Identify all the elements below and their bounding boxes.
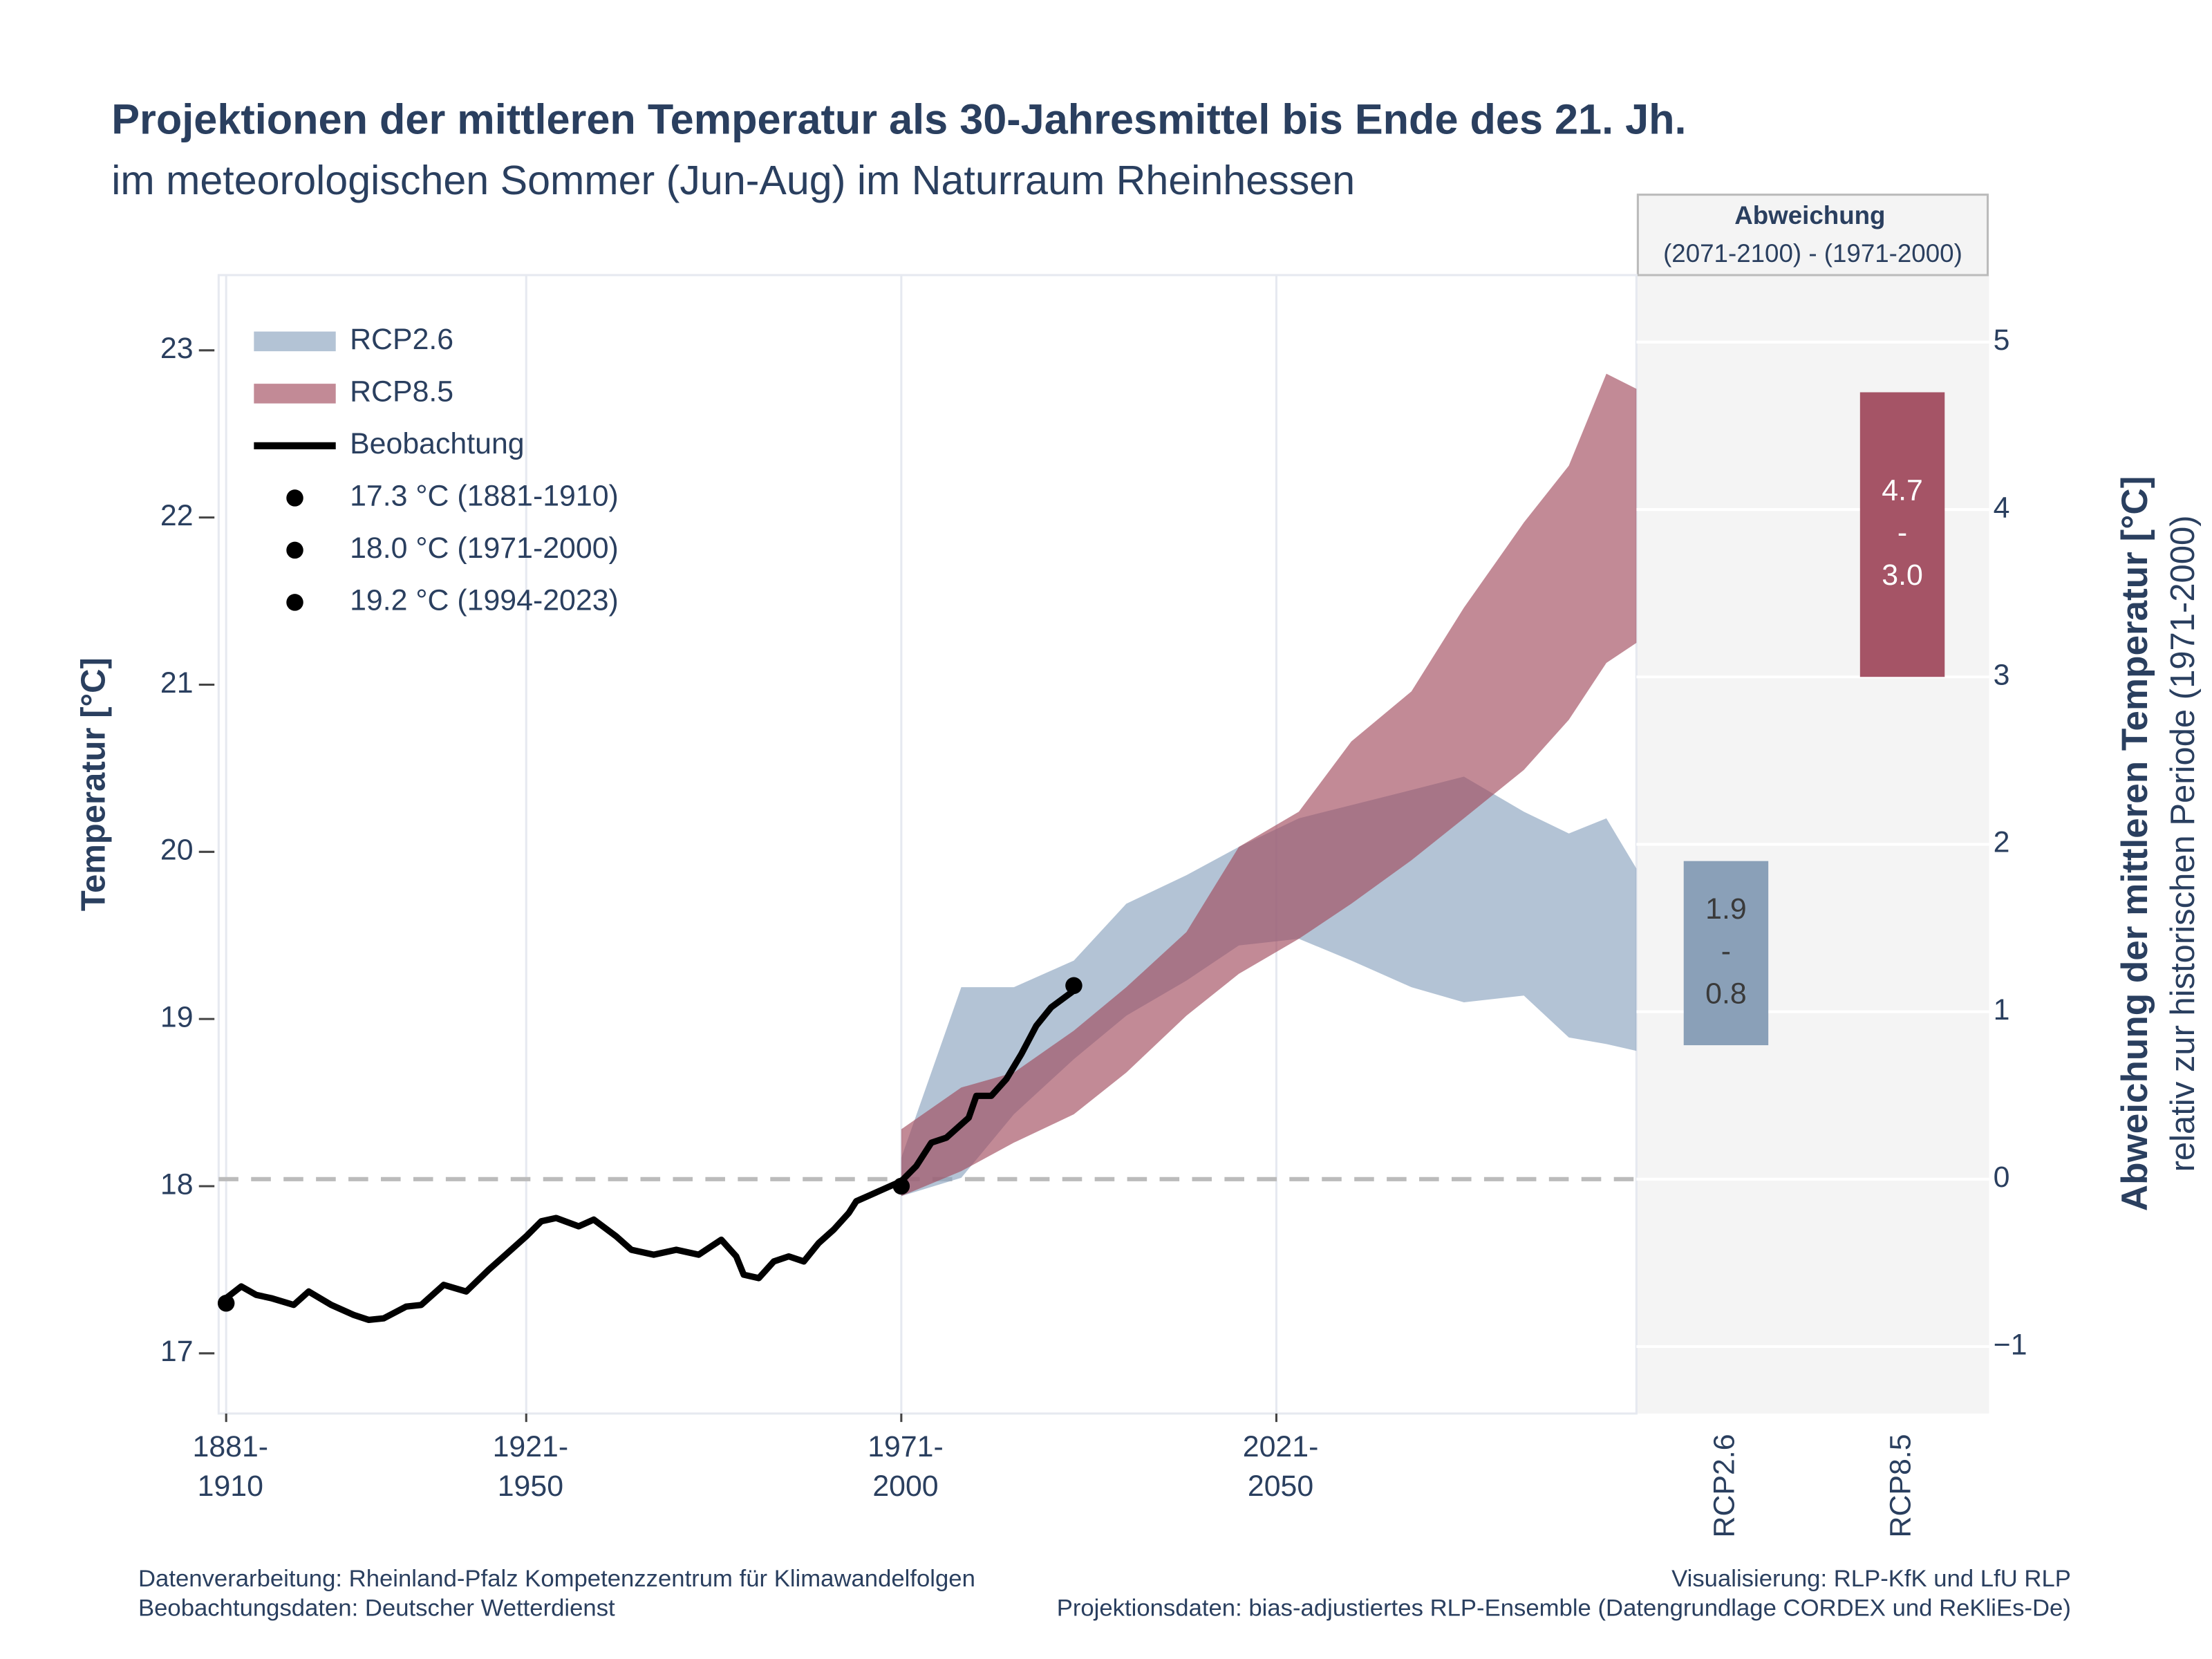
- x-tick-label: 1971-2000: [868, 1430, 944, 1503]
- bar-label-high: 1.9: [1705, 892, 1747, 926]
- panel-subtitle: (2071-2100) - (1971-2000): [1663, 239, 1962, 268]
- legend-label: RCP8.5: [350, 375, 453, 409]
- period-mean-point: [1065, 977, 1082, 995]
- x-tick-label: 1881-1910: [193, 1430, 269, 1503]
- footer-right: Visualisierung: RLP-KfK und LfU RLP: [1671, 1566, 2071, 1592]
- y2-axis-title: Abweichung der mittleren Temperatur [°C]: [2115, 476, 2155, 1212]
- chart-subtitle: im meteorologischen Sommer (Jun-Aug) im …: [111, 157, 1355, 203]
- y-tick-label: 23: [160, 332, 194, 365]
- footer-left: Beobachtungsdaten: Deutscher Wetterdiens…: [138, 1595, 615, 1622]
- y-tick-label: 20: [160, 834, 194, 867]
- period-mean-point: [217, 1295, 235, 1312]
- y-tick-label: 21: [160, 666, 194, 700]
- legend-label: 17.3 °C (1881-1910): [350, 480, 619, 513]
- panel-category-label: RCP2.6: [1707, 1434, 1741, 1537]
- y2-tick-label: 4: [1994, 491, 2010, 524]
- panel-category-label: RCP8.5: [1884, 1434, 1917, 1537]
- y2-tick-label: 3: [1994, 659, 2010, 692]
- observation-line: [224, 988, 1076, 1323]
- period-mean-point: [892, 1177, 910, 1195]
- bar-label-high: 4.7: [1882, 474, 1923, 507]
- bar-label-separator: -: [1721, 935, 1731, 968]
- panel-title: Abweichung: [1734, 201, 1885, 229]
- y-tick-label: 19: [160, 1000, 194, 1033]
- legend-label: RCP2.6: [350, 323, 453, 356]
- y2-tick-label: 5: [1994, 324, 2010, 357]
- footer-right: Projektionsdaten: bias-adjustiertes RLP-…: [1057, 1595, 2071, 1622]
- y2-tick-label: 1: [1994, 993, 2010, 1027]
- legend-label: 18.0 °C (1971-2000): [350, 532, 619, 565]
- y2-axis-subtitle: relativ zur historischen Periode (1971-2…: [2164, 515, 2202, 1172]
- panel-header: [1636, 194, 1989, 276]
- x-tick-label: 1921-1950: [493, 1430, 569, 1503]
- legend-marker: [286, 489, 303, 507]
- footer-left: Datenverarbeitung: Rheinland-Pfalz Kompe…: [138, 1566, 975, 1592]
- deviation-bar: [1683, 861, 1769, 1046]
- deviation-bar: [1859, 392, 1945, 677]
- bar-label-low: 3.0: [1882, 559, 1923, 592]
- y-tick-label: 17: [160, 1335, 194, 1368]
- legend-label: 19.2 °C (1994-2023): [350, 584, 619, 617]
- band: [901, 776, 1637, 1197]
- y2-tick-label: −1: [1994, 1328, 2027, 1361]
- y2-tick-label: 0: [1994, 1161, 2010, 1194]
- y-axis-title: Temperatur [°C]: [75, 657, 113, 911]
- chart-title: Projektionen der mittleren Temperatur al…: [111, 96, 1686, 143]
- band: [901, 373, 1637, 1197]
- bar-label-separator: -: [1897, 516, 1907, 550]
- y-tick-label: 18: [160, 1168, 194, 1201]
- legend-marker: [286, 594, 303, 611]
- y2-tick-label: 2: [1994, 826, 2010, 859]
- legend-label: Beobachtung: [350, 427, 525, 460]
- x-tick-label: 2021-2050: [1243, 1430, 1319, 1503]
- legend-marker: [286, 541, 303, 559]
- bar-label-low: 0.8: [1705, 977, 1747, 1010]
- y-tick-label: 22: [160, 499, 194, 532]
